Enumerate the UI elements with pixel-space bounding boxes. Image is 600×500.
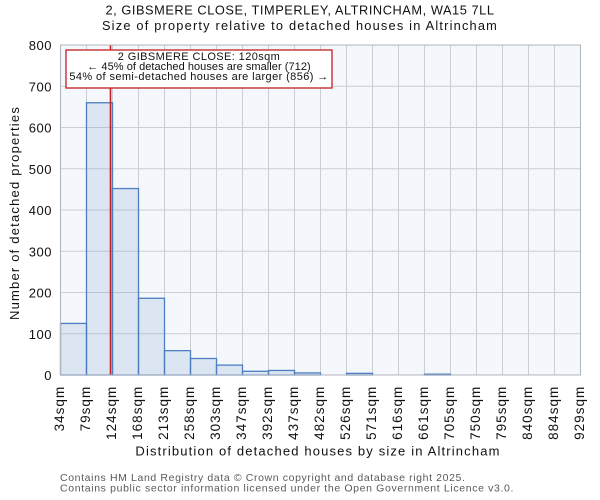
- svg-text:800: 800: [29, 38, 52, 53]
- svg-text:Size of property relative to d: Size of property relative to detached ho…: [102, 18, 498, 33]
- svg-text:2 GIBSMERE CLOSE: 120sqm: 2 GIBSMERE CLOSE: 120sqm: [118, 51, 280, 63]
- svg-text:34sqm: 34sqm: [52, 386, 67, 432]
- svg-text:200: 200: [29, 286, 52, 301]
- svg-text:700: 700: [29, 79, 52, 94]
- svg-text:884sqm: 884sqm: [546, 386, 561, 440]
- svg-text:795sqm: 795sqm: [494, 386, 509, 440]
- svg-text:2, GIBSMERE CLOSE, TIMPERLEY,: 2, GIBSMERE CLOSE, TIMPERLEY, ALTRINCHAM…: [105, 3, 494, 18]
- svg-text:100: 100: [29, 327, 52, 342]
- svg-text:Distribution of detached house: Distribution of detached houses by size …: [135, 443, 500, 458]
- svg-text:Contains HM Land Registry data: Contains HM Land Registry data © Crown c…: [60, 472, 466, 484]
- svg-text:750sqm: 750sqm: [468, 386, 483, 440]
- svg-text:661sqm: 661sqm: [416, 386, 431, 440]
- svg-text:600: 600: [29, 121, 52, 136]
- svg-text:54% of semi-detached houses ar: 54% of semi-detached houses are larger (…: [69, 71, 328, 83]
- svg-text:Contains public sector informa: Contains public sector information licen…: [60, 483, 514, 495]
- svg-text:500: 500: [29, 162, 52, 177]
- svg-text:303sqm: 303sqm: [208, 386, 223, 440]
- svg-text:Number of detached properties: Number of detached properties: [7, 106, 22, 320]
- svg-text:437sqm: 437sqm: [286, 386, 301, 440]
- svg-text:400: 400: [29, 203, 52, 218]
- svg-text:482sqm: 482sqm: [312, 386, 327, 440]
- svg-text:79sqm: 79sqm: [78, 386, 93, 432]
- svg-text:300: 300: [29, 244, 52, 259]
- svg-text:392sqm: 392sqm: [260, 386, 275, 440]
- svg-text:258sqm: 258sqm: [182, 386, 197, 440]
- svg-text:705sqm: 705sqm: [442, 386, 457, 440]
- svg-text:124sqm: 124sqm: [104, 386, 119, 440]
- svg-text:213sqm: 213sqm: [156, 386, 171, 440]
- svg-text:929sqm: 929sqm: [572, 386, 587, 440]
- svg-text:616sqm: 616sqm: [390, 386, 405, 440]
- svg-text:840sqm: 840sqm: [520, 386, 535, 440]
- svg-text:526sqm: 526sqm: [338, 386, 353, 440]
- svg-text:← 45% of detached houses are s: ← 45% of detached houses are smaller (71…: [87, 61, 310, 73]
- svg-text:347sqm: 347sqm: [234, 386, 249, 440]
- svg-text:0: 0: [44, 368, 52, 383]
- svg-text:168sqm: 168sqm: [130, 386, 145, 440]
- svg-text:571sqm: 571sqm: [364, 386, 379, 440]
